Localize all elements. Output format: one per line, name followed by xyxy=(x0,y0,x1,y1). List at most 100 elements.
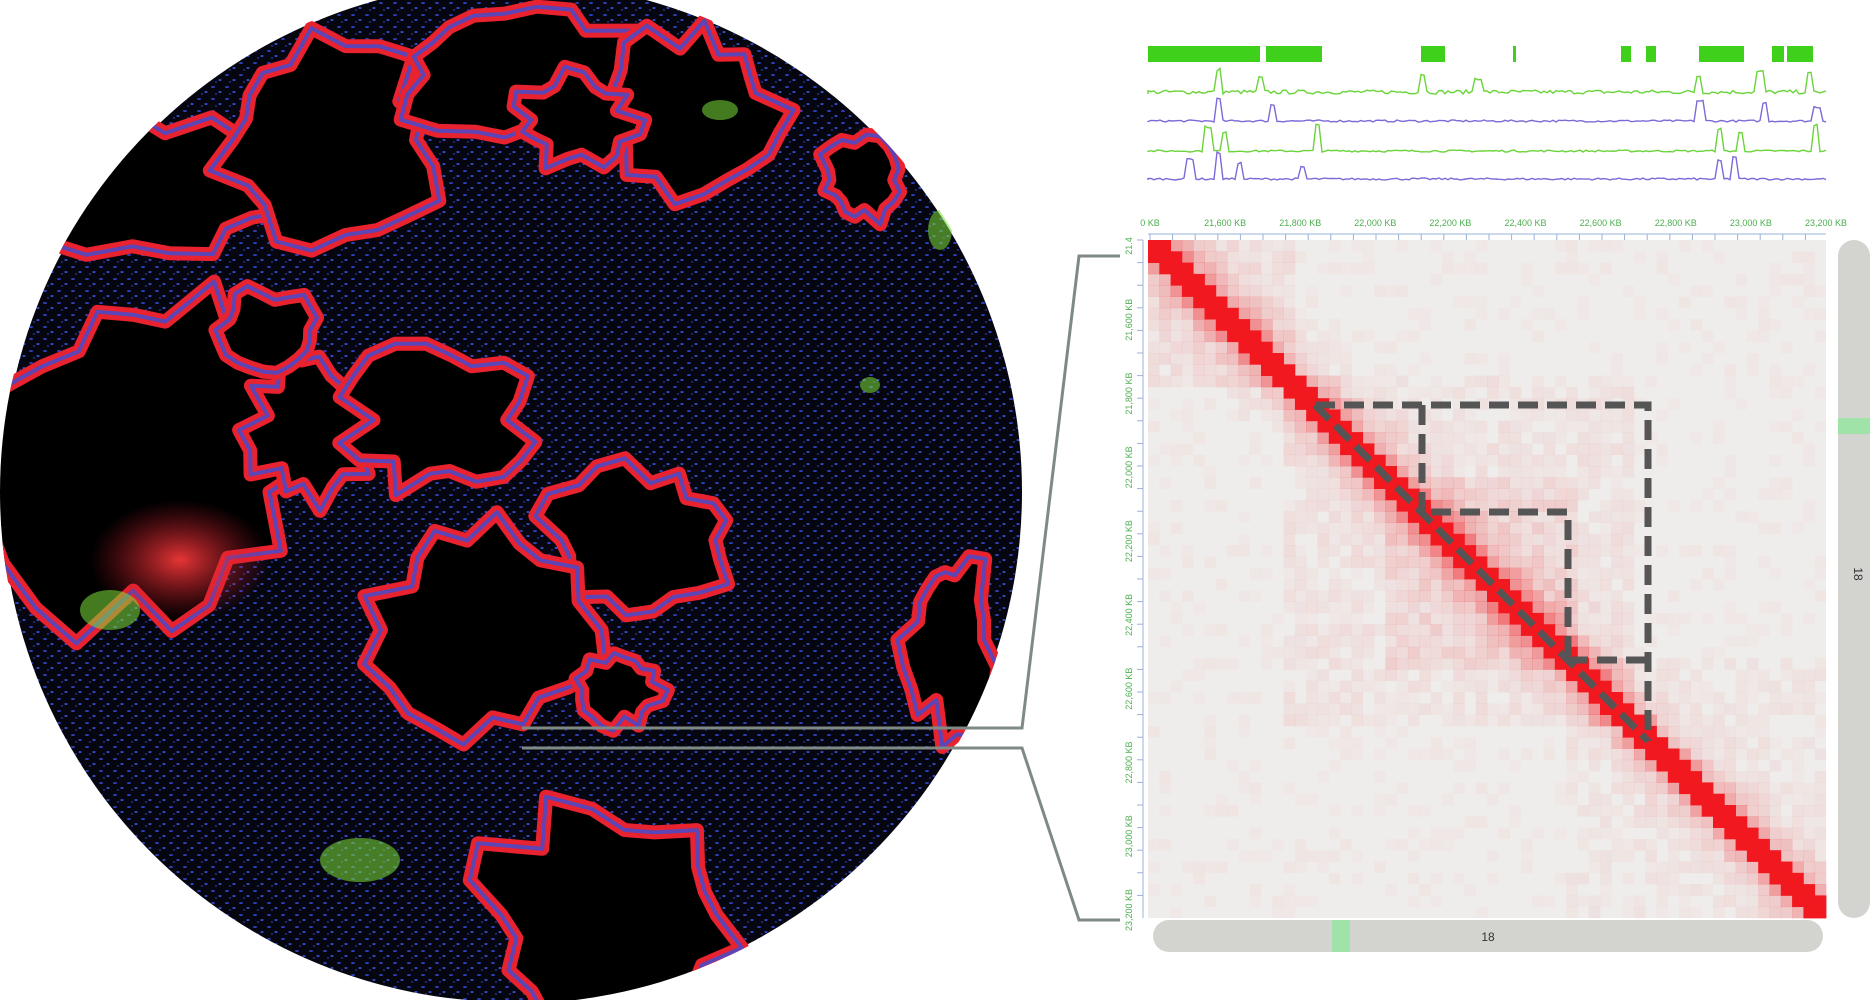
contact-cell xyxy=(1441,556,1454,569)
contact-cell xyxy=(1340,375,1352,388)
contact-cell xyxy=(1396,612,1409,625)
contact-cell xyxy=(1690,884,1703,896)
contact-cell xyxy=(1577,737,1589,749)
contact-cell xyxy=(1441,420,1454,433)
contact-cell xyxy=(1645,748,1657,761)
contact-cell xyxy=(1487,669,1499,681)
contact-cell xyxy=(1159,296,1171,309)
contact-cell xyxy=(1261,545,1273,557)
contact-cell xyxy=(1250,568,1262,580)
contact-cell xyxy=(1623,895,1635,907)
contact-cell xyxy=(1509,646,1522,659)
contact-cell xyxy=(1735,838,1748,851)
contact-cell xyxy=(1430,499,1443,512)
gland-basal-nuclei xyxy=(533,456,731,618)
contact-cell xyxy=(1577,725,1590,738)
contact-cell xyxy=(1724,861,1736,874)
contact-cell xyxy=(1283,420,1296,433)
contact-cell xyxy=(1498,533,1510,546)
contact-cell xyxy=(1713,838,1725,851)
contact-cell xyxy=(1227,760,1239,772)
contact-cell xyxy=(1634,669,1646,681)
contact-cell xyxy=(1554,556,1567,569)
contact-cell xyxy=(1498,511,1510,523)
contact-cell xyxy=(1634,308,1646,320)
contact-cell xyxy=(1566,872,1578,885)
contact-cell xyxy=(1340,443,1352,456)
contact-cell xyxy=(1633,805,1646,817)
contact-cell xyxy=(1283,658,1296,670)
contact-cell xyxy=(1781,342,1793,354)
contact-cell xyxy=(1261,410,1273,422)
contact-cell xyxy=(1543,714,1556,727)
contact-cell xyxy=(1770,455,1782,467)
contact-cell xyxy=(1396,454,1409,467)
signal-track-purple-2 xyxy=(1147,150,1827,181)
contact-cell xyxy=(1758,556,1770,568)
contact-cell xyxy=(1408,330,1420,342)
contact-cell xyxy=(1385,737,1397,749)
contact-cell xyxy=(1509,692,1522,704)
contact-cell xyxy=(1464,410,1476,422)
contact-cell xyxy=(1634,443,1646,455)
contact-cell xyxy=(1284,907,1296,919)
contact-cell xyxy=(1385,376,1397,388)
contact-cell xyxy=(1690,285,1702,297)
contact-cell xyxy=(1487,477,1499,489)
contact-cell xyxy=(1622,533,1635,546)
contact-cell xyxy=(1520,669,1533,682)
contact-cell xyxy=(1600,895,1612,907)
contact-cell xyxy=(1566,680,1578,693)
contact-cell xyxy=(1701,725,1714,738)
contact-cell xyxy=(1204,262,1217,275)
contact-cell xyxy=(1328,692,1341,704)
contact-cell xyxy=(1758,827,1770,840)
contact-cell xyxy=(1543,499,1556,512)
contact-cell xyxy=(1385,477,1397,489)
contact-cell xyxy=(1724,748,1736,761)
contact-cell xyxy=(1283,533,1296,546)
contact-cell xyxy=(1453,499,1465,512)
contact-cell xyxy=(1815,308,1827,320)
contact-cell xyxy=(1249,330,1262,343)
contact-cell xyxy=(1329,342,1341,354)
contact-cell xyxy=(1600,454,1612,467)
contact-cell xyxy=(1431,895,1443,907)
contact-cell xyxy=(1464,375,1477,388)
contact-cell xyxy=(1577,263,1589,275)
contact-cell xyxy=(1306,285,1318,297)
contact-cell xyxy=(1204,240,1217,252)
contact-cell xyxy=(1453,646,1465,659)
contact-cell xyxy=(1521,749,1533,761)
contact-cell xyxy=(1419,454,1431,467)
contact-cell xyxy=(1204,319,1217,331)
contact-cell xyxy=(1746,827,1759,840)
contact-cell xyxy=(1566,737,1578,749)
contact-cell xyxy=(1611,759,1623,772)
contact-cell xyxy=(1238,692,1250,704)
contact-cell xyxy=(1781,749,1793,761)
contact-cell xyxy=(1441,590,1454,602)
contact-cell xyxy=(1396,409,1409,422)
contact-cell xyxy=(1509,522,1522,535)
contact-cell xyxy=(1611,828,1623,840)
contact-cell xyxy=(1758,895,1770,908)
contact-cell xyxy=(1328,386,1341,399)
contact-cell xyxy=(1408,703,1420,715)
contact-cell xyxy=(1487,624,1499,636)
contact-cell xyxy=(1441,522,1454,535)
contact-cell xyxy=(1363,251,1375,263)
contact-cell xyxy=(1272,330,1284,343)
contact-cell xyxy=(1543,454,1556,467)
contact-cell xyxy=(1284,681,1296,693)
contact-cell xyxy=(1385,612,1397,625)
contact-cell xyxy=(1397,240,1409,252)
contact-cell xyxy=(1735,816,1748,828)
contact-cell xyxy=(1724,387,1736,399)
contact-cell xyxy=(1577,612,1590,625)
contact-cell xyxy=(1803,703,1816,715)
contact-cell xyxy=(1747,624,1759,636)
contact-cell xyxy=(1487,567,1499,580)
contact-cell xyxy=(1589,862,1601,874)
